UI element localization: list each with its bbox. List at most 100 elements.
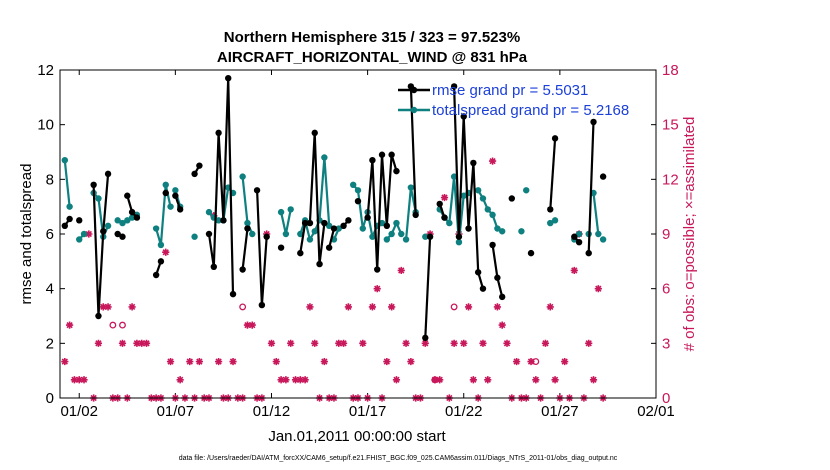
x-tick-label: 01/22 [445, 403, 483, 420]
spread-point [114, 217, 121, 224]
obs-assimilated-marker [436, 376, 444, 384]
spread-point [297, 230, 304, 238]
rmse-point [205, 230, 213, 238]
y-tick-label: 6 [46, 226, 54, 243]
rmse-point [104, 170, 112, 178]
spread-point [393, 219, 400, 227]
spread-point [306, 236, 314, 243]
spread-point [76, 236, 83, 243]
spread-point [575, 230, 583, 238]
spread-point [354, 187, 362, 194]
rmse-line-segment [241, 228, 249, 270]
rmse-point [571, 233, 578, 240]
y-axis-right-label: # of obs: o=possible; ×=assimilated [681, 117, 698, 352]
rmse-point [441, 214, 448, 221]
spread-point [61, 157, 69, 164]
spread-point [349, 181, 357, 188]
obs-assimilated-marker [570, 266, 578, 275]
obs-assimilated-marker [243, 321, 252, 329]
obs-assimilated-marker [104, 303, 112, 311]
plot-area [60, 70, 656, 398]
obs-assimilated-marker [503, 339, 511, 347]
spread-line-segment [592, 192, 600, 235]
rmse-point [316, 260, 323, 268]
obs-assimilated-marker [513, 357, 521, 366]
obs-assimilated-marker [392, 376, 401, 384]
spread-point [369, 233, 376, 240]
obs-assimilated-marker [94, 339, 103, 347]
rmse-line-segment [328, 228, 336, 248]
rmse-point [479, 285, 487, 292]
obs-possible-marker [119, 321, 126, 329]
obs-assimilated-marker [291, 376, 300, 384]
obs-assimilated-marker [551, 376, 559, 384]
obs-assimilated-marker [383, 357, 391, 366]
x-axis-label: Jan.01,2011 00:00:00 start [268, 428, 446, 445]
obs-assimilated-marker [541, 339, 550, 347]
rmse-point [354, 198, 362, 205]
rmse-point [225, 75, 232, 82]
spread-point [215, 217, 222, 224]
data-file-footnote: data file: /Users/raeder/DAI/ATM_forcXX/… [179, 455, 618, 462]
obs-assimilated-marker [493, 303, 501, 311]
rmse-point [306, 219, 314, 227]
spread-point [95, 195, 102, 202]
spread-point [523, 187, 530, 194]
rmse-point [301, 219, 309, 227]
obs-assimilated-marker [306, 303, 314, 311]
obs-assimilated-marker [138, 339, 146, 347]
spread-point [484, 206, 491, 213]
y-right-tick-label: 0 [662, 390, 670, 407]
rmse-point [590, 118, 597, 126]
rmse-point [162, 189, 169, 197]
spread-point [398, 230, 405, 238]
legend-spread-label: totalspread grand pr = 5.2168 [432, 102, 629, 119]
rmse-point [215, 129, 222, 137]
rmse-point [422, 334, 429, 342]
obs-assimilated-marker [80, 376, 88, 384]
spread-point [119, 219, 126, 227]
rmse-point [263, 233, 270, 240]
spread-point [551, 217, 559, 224]
rmse-point [76, 217, 83, 224]
chart-title: Northern Hemisphere 315 / 323 = 97.523% [224, 29, 520, 46]
rmse-point [210, 263, 218, 270]
spread-point [388, 230, 395, 238]
obs-assimilated-marker [296, 376, 304, 384]
data-series [61, 75, 607, 342]
obs-assimilated-marker [339, 339, 348, 347]
obs-possible-marker [239, 303, 247, 311]
x-tick-label: 02/01 [637, 403, 675, 420]
obs-assimilated-marker [128, 303, 136, 311]
rmse-point [455, 233, 463, 240]
spread-point [249, 230, 256, 238]
obs-assimilated-marker [368, 303, 377, 311]
obs-assimilated-marker [272, 357, 280, 366]
obs-assimilated-marker [99, 303, 107, 311]
spread-point [205, 208, 213, 216]
rmse-line-segment [92, 173, 110, 318]
y-right-tick-label: 3 [662, 335, 670, 352]
spread-point [321, 154, 328, 161]
spread-point [407, 184, 415, 191]
y-right-tick-label: 18 [662, 62, 679, 79]
obs-assimilated-marker [61, 357, 69, 366]
rmse-point [494, 274, 501, 281]
tick-labels: 0 2 4 6 8 10 12 0 3 6 9 12 15 18 01/02 01/07 01/12 01/17 0… [37, 62, 678, 420]
spread-point [455, 239, 463, 246]
spread-point [489, 211, 496, 219]
rmse-point [498, 293, 506, 301]
obs-assimilated-marker [402, 339, 410, 347]
obs-assimilated-marker [344, 303, 352, 311]
obs-assimilated-marker [311, 339, 319, 347]
y-right-tick-label: 15 [662, 117, 679, 134]
obs-assimilated-marker [186, 357, 194, 366]
obs-assimilated-marker [195, 357, 203, 366]
rmse-line-segment [308, 131, 326, 266]
obs-assimilated-marker [397, 266, 405, 275]
rmse-point [330, 225, 338, 232]
obs-assimilated-marker [488, 157, 497, 165]
x-tick-label: 01/12 [253, 403, 291, 420]
rmse-point [374, 266, 381, 273]
rmse-point [527, 249, 535, 257]
